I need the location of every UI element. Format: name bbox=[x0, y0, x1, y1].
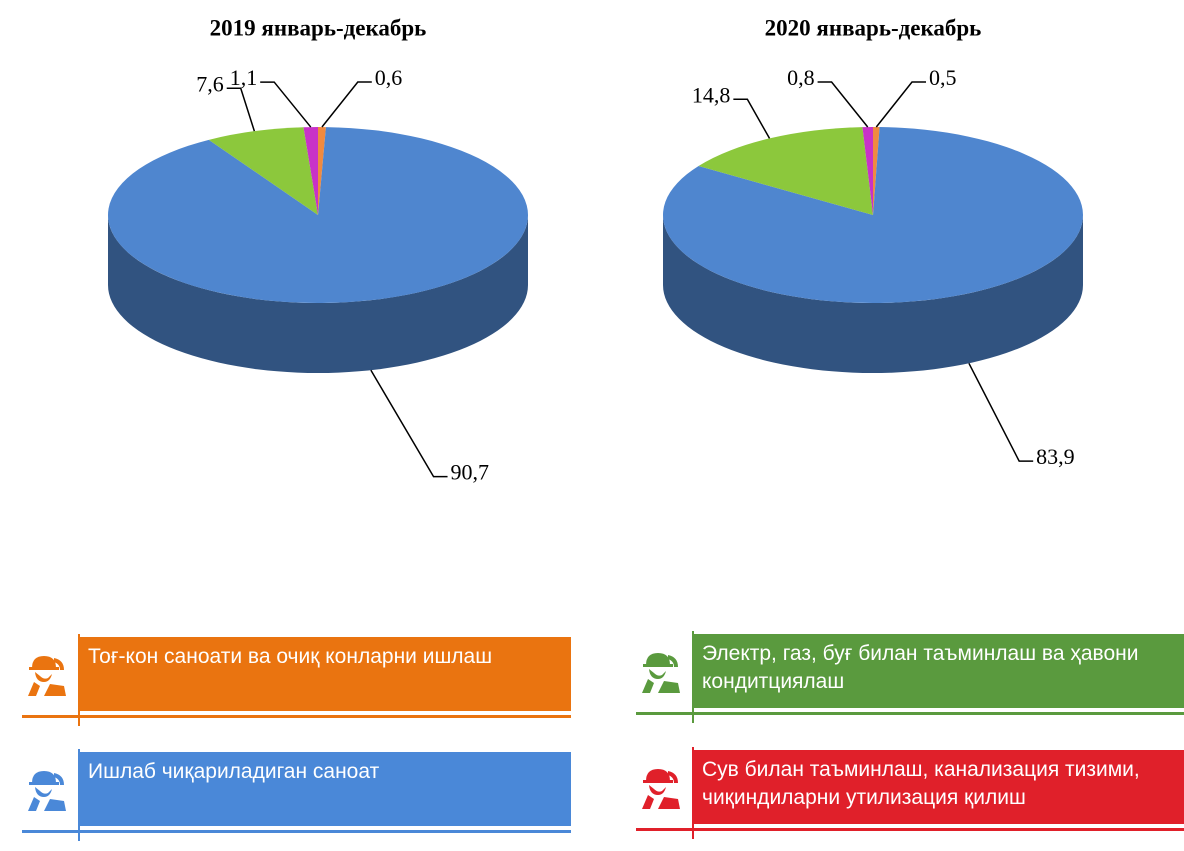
leader-line bbox=[968, 362, 1034, 462]
pie-side bbox=[108, 215, 528, 373]
charts: 2019 январь-декабрь 0,6 90,7 7,6 1,1 2020 янв… bbox=[108, 15, 1083, 485]
legend-rule bbox=[636, 712, 1184, 715]
leader-line bbox=[370, 369, 448, 478]
legend-label: Тоғ-кон саноати ва очиқ конларни ишлаш bbox=[80, 637, 571, 711]
pie-slice bbox=[663, 127, 1083, 304]
pie-slice bbox=[862, 127, 873, 215]
legend-item: Электр, газ, буғ билан таъминлаш ва ҳаво… bbox=[636, 631, 1184, 723]
chart-title: 2019 январь-декабрь bbox=[210, 15, 427, 40]
leader-line bbox=[226, 87, 256, 132]
legend-rule bbox=[78, 634, 80, 726]
leader-line bbox=[817, 81, 869, 128]
legend-rule bbox=[636, 828, 1184, 831]
legend-rule bbox=[22, 715, 571, 718]
worker-icon bbox=[28, 656, 66, 696]
data-label: 0,6 bbox=[375, 65, 403, 90]
pie-slice bbox=[698, 127, 873, 215]
data-label: 90,7 bbox=[451, 460, 490, 485]
chart-title: 2020 январь-декабрь bbox=[765, 15, 982, 40]
data-label: 0,8 bbox=[787, 65, 815, 90]
data-label: 14,8 bbox=[692, 82, 731, 107]
leader-line bbox=[875, 81, 927, 128]
worker-icon bbox=[28, 771, 66, 811]
leader-line bbox=[260, 81, 312, 128]
legend-item: Ишлаб чиқариладиган саноат bbox=[22, 749, 571, 841]
data-label: 83,9 bbox=[1036, 444, 1075, 469]
legend-rule bbox=[78, 749, 80, 841]
leader-line bbox=[733, 98, 771, 139]
worker-icon bbox=[642, 653, 680, 693]
legend-item: Тоғ-кон саноати ва очиқ конларни ишлаш bbox=[22, 634, 571, 726]
pie-slice bbox=[208, 127, 318, 215]
leader-line bbox=[321, 81, 372, 128]
data-label: 1,1 bbox=[230, 65, 258, 90]
pie-side bbox=[663, 215, 1083, 373]
pie-slice bbox=[873, 127, 880, 215]
legend-rule bbox=[692, 747, 694, 839]
legend-rule bbox=[692, 631, 694, 723]
legend-label: Сув билан таъминлаш, канализация тизими,… bbox=[694, 750, 1184, 824]
data-label: 7,6 bbox=[196, 71, 224, 96]
legend-item: Сув билан таъминлаш, канализация тизими,… bbox=[636, 747, 1184, 839]
pie-slice bbox=[108, 127, 529, 304]
worker-icon bbox=[642, 769, 680, 809]
pie-slice bbox=[318, 127, 326, 215]
data-label: 0,5 bbox=[929, 65, 957, 90]
legend-label: Электр, газ, буғ билан таъминлаш ва ҳаво… bbox=[694, 634, 1184, 708]
legend-label: Ишлаб чиқариладиган саноат bbox=[80, 752, 571, 826]
pie-slice bbox=[303, 127, 318, 215]
legend-rule bbox=[22, 830, 571, 833]
